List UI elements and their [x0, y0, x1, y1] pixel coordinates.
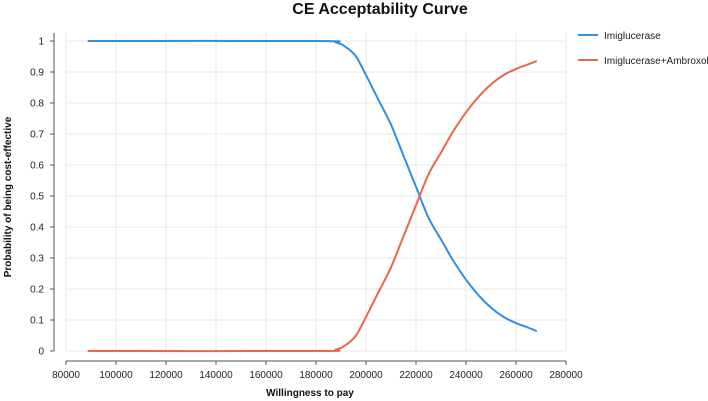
legend-label-imiglucerase: Imiglucerase — [604, 31, 661, 42]
grid — [65, 33, 567, 352]
y-tick-label: 0.6 — [30, 161, 44, 172]
x-tick-label: 80000 — [52, 370, 80, 381]
series-line-imiglucerase-ambroxol[interactable] — [87, 60, 537, 353]
y-tick-label: 0.4 — [30, 223, 44, 234]
x-tick-label: 120000 — [149, 370, 183, 381]
x-tick-label: 160000 — [249, 370, 283, 381]
tick-labels: 80000 100000 120000 140000 160000 180000 20000… — [30, 37, 583, 382]
legend-label-imiglucerase-ambroxol: Imiglucerase+Ambroxol — [604, 56, 708, 67]
y-tick-label: 0.5 — [30, 192, 44, 203]
x-tick-label: 180000 — [299, 370, 333, 381]
legend: Imiglucerase Imiglucerase+Ambroxol — [578, 31, 708, 67]
legend-item-imiglucerase-ambroxol[interactable]: Imiglucerase+Ambroxol — [578, 56, 708, 67]
y-axis-title: Probability of being cost-effective — [3, 116, 14, 277]
x-axis-title: Willingness to pay — [266, 388, 354, 399]
chart-title: CE Acceptability Curve — [292, 1, 468, 18]
axes — [50, 33, 567, 365]
x-tick-label: 260000 — [499, 370, 533, 381]
x-tick-label: 220000 — [399, 370, 433, 381]
series-line-imiglucerase[interactable] — [87, 39, 537, 332]
y-tick-label: 0.7 — [30, 130, 44, 141]
legend-item-imiglucerase[interactable]: Imiglucerase — [578, 31, 661, 42]
y-tick-label: 0.9 — [30, 68, 44, 79]
y-tick-label: 1 — [38, 37, 44, 48]
x-tick-label: 140000 — [199, 370, 233, 381]
x-tick-label: 200000 — [349, 370, 383, 381]
x-tick-label: 100000 — [99, 370, 133, 381]
series-lines — [87, 39, 537, 353]
x-tick-label: 240000 — [449, 370, 483, 381]
x-tick-label: 280000 — [549, 370, 583, 381]
y-tick-label: 0.2 — [30, 285, 44, 296]
y-tick-label: 0.1 — [30, 316, 44, 327]
y-tick-label: 0 — [38, 347, 44, 358]
y-tick-label: 0.3 — [30, 254, 44, 265]
y-tick-label: 0.8 — [30, 99, 44, 110]
